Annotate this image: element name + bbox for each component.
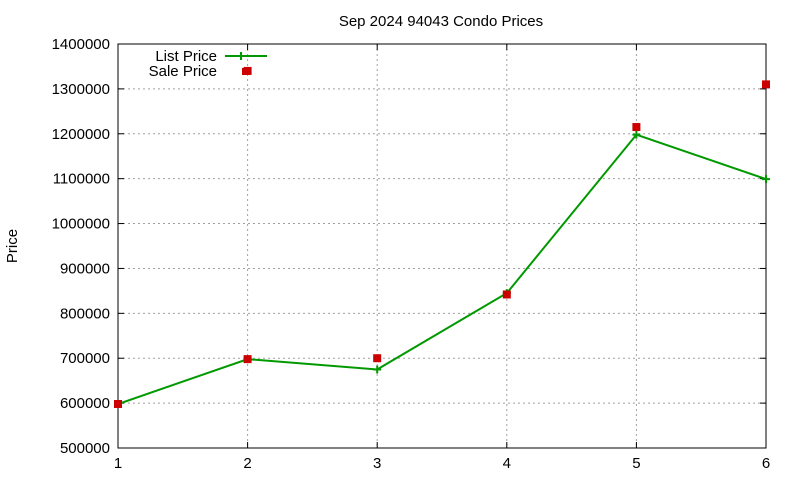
point-sale-price <box>632 123 641 132</box>
y-tick-label: 1200000 <box>52 126 110 143</box>
series-layer <box>114 66 770 409</box>
x-tick-label: 5 <box>632 455 640 472</box>
y-tick-label: 1000000 <box>52 216 110 233</box>
y-tick-label: 1400000 <box>52 36 110 53</box>
grid-lines <box>118 44 766 448</box>
chart-title: Sep 2024 94043 Condo Prices <box>339 13 543 30</box>
y-tick-label: 700000 <box>60 350 110 367</box>
point-sale-price <box>243 355 252 364</box>
series-line-list-price <box>117 133 767 405</box>
axis-ticks: 500000 600000 700000 800000 900000 1000000 110… <box>52 36 771 472</box>
point-sale-price <box>502 290 511 299</box>
x-tick-label: 4 <box>503 455 511 472</box>
y-tick-label: 1100000 <box>53 171 110 188</box>
legend-label-list-price: List Price <box>155 48 217 65</box>
plot-border <box>117 43 767 449</box>
point-list-price <box>632 130 641 139</box>
x-tick-label: 1 <box>114 455 122 472</box>
point-list-price <box>373 365 382 374</box>
point-sale-price <box>762 80 770 89</box>
point-list-price <box>762 175 770 184</box>
y-tick-label: 900000 <box>60 260 110 277</box>
y-tick-label: 1300000 <box>52 81 110 98</box>
point-sale-price <box>373 354 382 363</box>
y-tick-label: 600000 <box>60 395 110 412</box>
x-tick-label: 3 <box>373 455 381 472</box>
legend-marker-list-price <box>237 52 245 60</box>
y-tick-label: 800000 <box>60 305 110 322</box>
point-sale-price <box>114 400 122 409</box>
legend: List Price Sale Price <box>149 48 267 80</box>
legend-label-sale-price: Sale Price <box>149 63 217 80</box>
x-tick-label: 2 <box>243 455 251 472</box>
y-axis-label: Price <box>4 229 21 263</box>
x-tick-label: 6 <box>762 455 770 472</box>
y-tick-label: 500000 <box>60 440 110 457</box>
legend-marker-sale-price <box>242 68 249 75</box>
